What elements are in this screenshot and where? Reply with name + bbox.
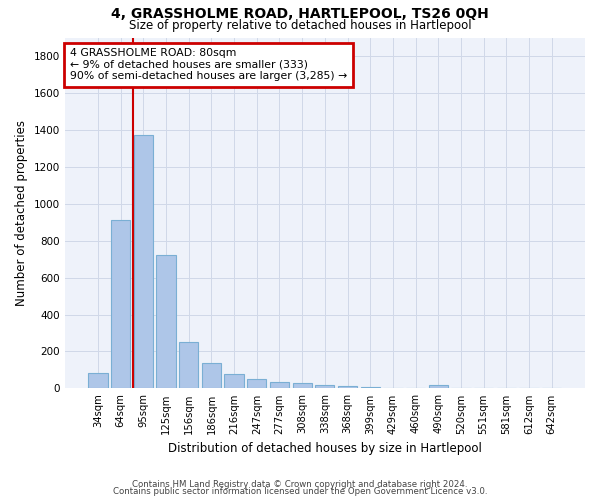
Bar [111,220,130,388]
Bar [157,256,176,388]
Bar [428,384,448,388]
Bar [88,372,107,388]
Y-axis label: Number of detached properties: Number of detached properties [15,120,28,306]
Bar [134,136,153,388]
X-axis label: Distribution of detached houses by size in Hartlepool: Distribution of detached houses by size … [168,442,482,455]
Bar [247,379,266,388]
Text: 4, GRASSHOLME ROAD, HARTLEPOOL, TS26 0QH: 4, GRASSHOLME ROAD, HARTLEPOOL, TS26 0QH [111,8,489,22]
Bar [179,342,199,388]
Text: Contains public sector information licensed under the Open Government Licence v3: Contains public sector information licen… [113,487,487,496]
Bar [361,386,380,388]
Bar [224,374,244,388]
Text: Contains HM Land Registry data © Crown copyright and database right 2024.: Contains HM Land Registry data © Crown c… [132,480,468,489]
Bar [338,386,357,388]
Bar [293,383,312,388]
Bar [315,384,334,388]
Bar [202,362,221,388]
Bar [270,382,289,388]
Text: 4 GRASSHOLME ROAD: 80sqm
← 9% of detached houses are smaller (333)
90% of semi-d: 4 GRASSHOLME ROAD: 80sqm ← 9% of detache… [70,48,347,81]
Text: Size of property relative to detached houses in Hartlepool: Size of property relative to detached ho… [128,18,472,32]
